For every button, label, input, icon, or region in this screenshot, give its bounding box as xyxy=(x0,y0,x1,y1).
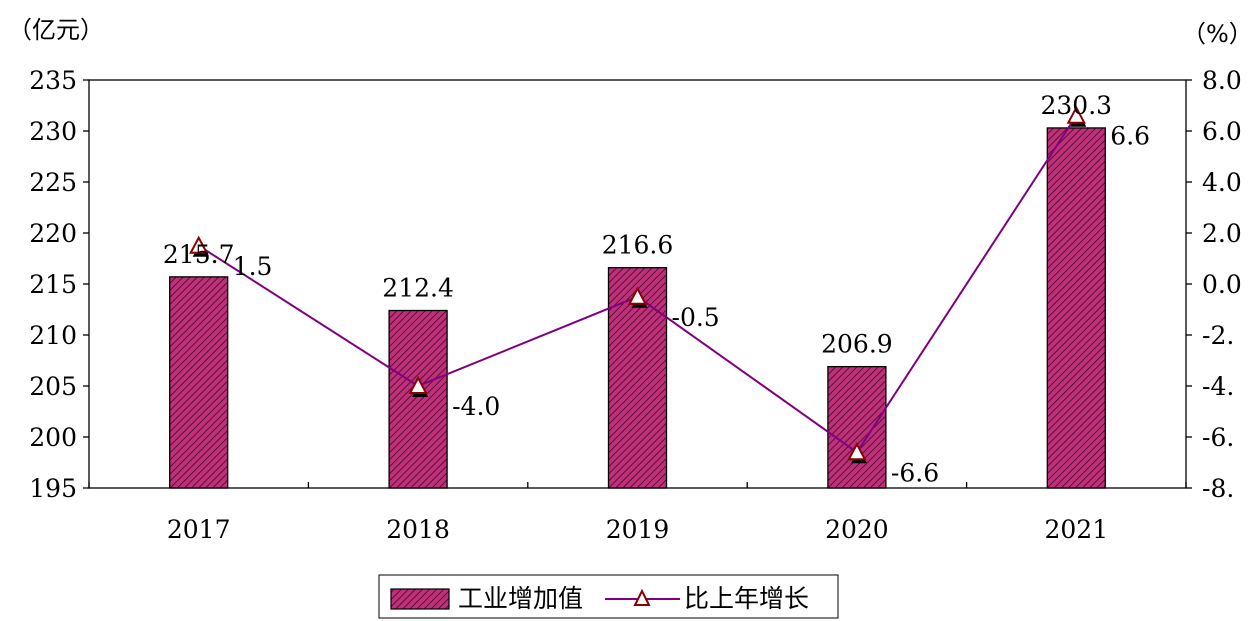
legend-bar-label: 工业增加值 xyxy=(458,584,583,613)
right-tick-label: 8.0 xyxy=(1202,66,1242,95)
bar-series xyxy=(169,127,1106,489)
x-tick-label: 2018 xyxy=(386,515,450,544)
triangle-marker xyxy=(1066,105,1086,124)
x-tick-label: 2021 xyxy=(1044,515,1108,544)
left-tick-label: 205 xyxy=(29,372,77,401)
bar xyxy=(827,365,887,489)
bar-value-label: 216.6 xyxy=(602,231,674,260)
right-tick-label: 6.0 xyxy=(1202,117,1242,146)
bar-value-label: 212.4 xyxy=(382,274,454,303)
right-axis: -8. -6. -4. -2. 0.0 2.0 4.0 6.0 8.0 xyxy=(1186,66,1242,503)
triangle-marker xyxy=(408,375,428,394)
legend-bar-swatch xyxy=(390,588,450,610)
growth-value-label: -0.5 xyxy=(672,303,720,332)
growth-value-label: -6.6 xyxy=(891,458,939,487)
right-tick-label: 0.0 xyxy=(1202,270,1242,299)
triangle-marker xyxy=(189,235,209,254)
bar xyxy=(388,309,448,489)
x-axis: 2017 2018 2019 2020 2021 xyxy=(88,482,1187,544)
left-axis-unit: （亿元） xyxy=(8,16,104,44)
left-tick-label: 220 xyxy=(29,219,77,248)
right-tick-label: -4. xyxy=(1202,372,1234,401)
growth-value-label: 1.5 xyxy=(233,252,273,281)
right-tick-label: 2.0 xyxy=(1202,219,1242,248)
right-tick-label: -8. xyxy=(1202,474,1234,503)
data-labels: 215.7 212.4 216.6 206.9 230.3 1.5 -4.0 -0.5 -6.6… xyxy=(163,91,1150,487)
right-axis-unit: （%） xyxy=(1182,20,1253,48)
legend-line-label: 比上年增长 xyxy=(684,584,809,613)
line-series xyxy=(189,105,1087,464)
right-tick-label: -6. xyxy=(1202,423,1234,452)
bar xyxy=(1046,127,1106,489)
left-tick-label: 200 xyxy=(29,423,77,452)
left-axis: 195 200 205 210 215 220 225 230 235 xyxy=(29,66,89,503)
left-tick-label: 210 xyxy=(29,321,77,350)
bar-value-label: 215.7 xyxy=(163,240,235,269)
x-tick-label: 2020 xyxy=(825,515,889,544)
right-tick-label: -2. xyxy=(1202,321,1234,350)
bar-value-label: 206.9 xyxy=(821,330,893,359)
legend: 工业增加值 比上年增长 xyxy=(378,574,839,619)
bar xyxy=(169,276,229,489)
left-tick-label: 195 xyxy=(29,474,77,503)
left-tick-label: 235 xyxy=(29,66,77,95)
x-tick-label: 2017 xyxy=(167,515,231,544)
legend-line-marker xyxy=(633,588,651,606)
right-tick-label: 4.0 xyxy=(1202,168,1242,197)
bar-value-label: 230.3 xyxy=(1041,91,1113,120)
legend-box xyxy=(378,574,839,619)
x-tick-label: 2019 xyxy=(606,515,670,544)
growth-value-label: -4.0 xyxy=(452,392,500,421)
triangle-marker xyxy=(627,286,648,305)
triangle-marker xyxy=(847,442,867,461)
left-tick-label: 230 xyxy=(29,117,77,146)
left-tick-label: 225 xyxy=(29,168,77,197)
growth-value-label: 6.6 xyxy=(1110,122,1150,151)
left-tick-label: 215 xyxy=(29,270,77,299)
